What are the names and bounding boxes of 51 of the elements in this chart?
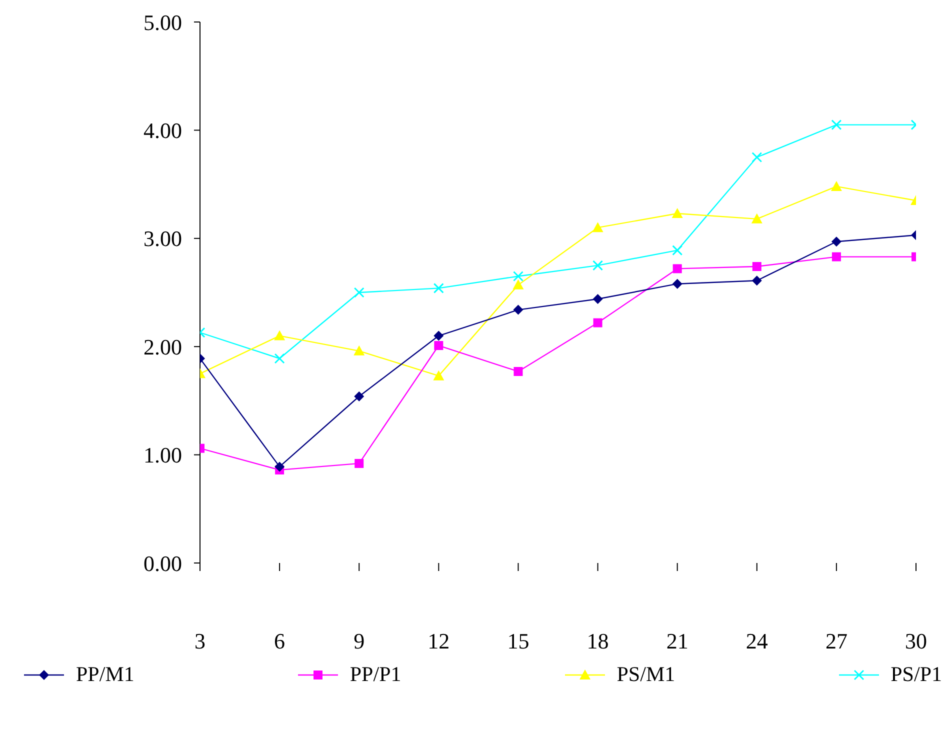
point bbox=[434, 330, 444, 341]
legend-label: PS/P1 bbox=[890, 662, 942, 687]
point bbox=[274, 330, 286, 340]
y-tick-label: 5.00 bbox=[144, 10, 182, 35]
point bbox=[672, 245, 683, 256]
x-tick-label: 12 bbox=[428, 628, 450, 654]
x-tick-label: 15 bbox=[507, 628, 530, 654]
x-tick-label: 9 bbox=[354, 628, 365, 654]
x-tick-label: 24 bbox=[746, 628, 768, 654]
x-tick-label: 27 bbox=[825, 628, 848, 654]
point bbox=[593, 318, 602, 328]
point bbox=[752, 276, 762, 286]
point bbox=[433, 370, 444, 380]
legend-label: PP/M1 bbox=[76, 662, 134, 687]
point bbox=[592, 260, 604, 271]
point bbox=[831, 120, 842, 130]
point bbox=[752, 152, 762, 162]
x-tick-label: 21 bbox=[666, 628, 688, 654]
x-tick-label: 30 bbox=[905, 628, 927, 654]
point bbox=[354, 458, 364, 468]
point bbox=[512, 279, 524, 290]
point bbox=[513, 304, 524, 315]
point bbox=[832, 252, 841, 262]
legend-label: PS/M1 bbox=[616, 662, 676, 687]
point bbox=[672, 264, 682, 274]
point bbox=[830, 180, 842, 191]
point bbox=[434, 341, 444, 350]
y-tick-label: 3.00 bbox=[144, 226, 182, 252]
y-tick-label: 2.00 bbox=[144, 334, 182, 360]
point bbox=[354, 287, 364, 298]
x-tick-label: 3 bbox=[194, 628, 206, 654]
point bbox=[354, 345, 365, 356]
point bbox=[752, 262, 762, 272]
point bbox=[514, 366, 523, 376]
y-tick-label: 1.00 bbox=[144, 442, 182, 468]
point bbox=[831, 236, 842, 247]
point bbox=[274, 462, 285, 472]
point bbox=[592, 294, 603, 304]
point bbox=[433, 282, 444, 294]
y-tick-label: 0.00 bbox=[144, 550, 182, 576]
point bbox=[672, 278, 682, 289]
y-tick-label: 4.00 bbox=[144, 118, 182, 144]
point bbox=[751, 213, 762, 224]
x-tick-label: 6 bbox=[274, 628, 286, 654]
legend-label: PP/P1 bbox=[350, 662, 402, 687]
point bbox=[274, 353, 285, 364]
point bbox=[672, 208, 683, 218]
point bbox=[354, 391, 364, 402]
x-tick-label: 18 bbox=[586, 628, 609, 654]
point bbox=[512, 271, 524, 282]
point bbox=[592, 222, 604, 232]
